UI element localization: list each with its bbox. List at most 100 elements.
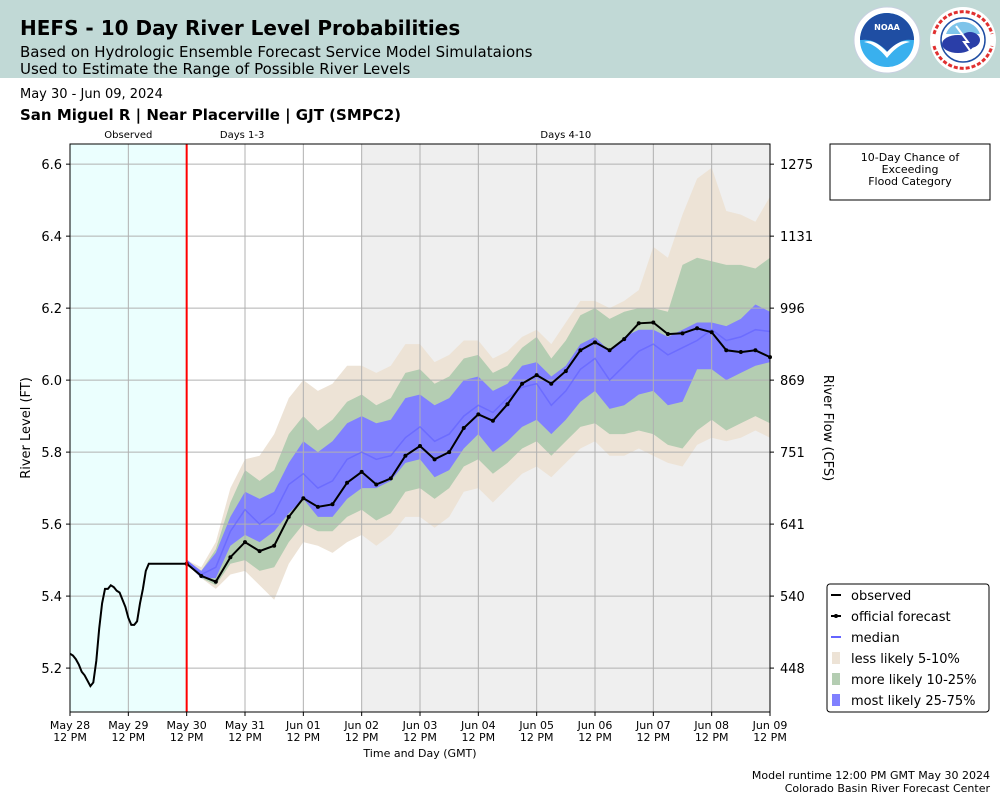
x-tick-label-date: Jun 08: [693, 719, 729, 732]
legend-swatch: [832, 652, 840, 664]
region-label-0: Observed: [104, 130, 152, 141]
y-tick-label: 6.4: [41, 230, 62, 245]
y2-axis-label: River Flow (CFS): [820, 375, 835, 481]
agency-logos: NOAA: [853, 6, 996, 74]
legend-label: median: [851, 631, 900, 646]
forecast-center: Colorado Basin River Forecast Center: [784, 782, 990, 795]
official-forecast-point: [228, 555, 233, 560]
x-axis-label: Time and Day (GMT): [362, 747, 476, 760]
page-title: HEFS - 10 Day River Level Probabilities: [20, 16, 461, 40]
official-forecast-point: [272, 543, 277, 548]
region-labels: Observed Days 1-3 Days 4-10: [104, 130, 591, 141]
x-tick-label-time: 12 PM: [112, 731, 146, 744]
region-label-1: Days 1-3: [220, 130, 264, 141]
y2-tick-label: 869: [780, 374, 805, 389]
official-forecast-point: [753, 348, 758, 353]
flood-category-box: 10-Day Chance of Exceeding Flood Categor…: [829, 143, 991, 201]
y2-tick-label: 996: [780, 302, 805, 317]
official-forecast-point: [461, 426, 466, 430]
official-forecast-point: [680, 331, 685, 336]
x-tick-label-date: May 31: [225, 719, 265, 732]
legend-marker: [834, 614, 838, 618]
model-runtime: Model runtime 12:00 PM GMT May 30 2024: [751, 769, 990, 782]
official-forecast-point: [578, 348, 583, 353]
x-tick-label-time: 12 PM: [345, 731, 379, 744]
official-forecast-point: [359, 469, 364, 474]
official-forecast-point: [490, 418, 495, 423]
legend-item-official-forecast: official forecast: [831, 610, 951, 625]
official-forecast-point: [534, 373, 539, 378]
median-line: [186, 328, 771, 576]
official-forecast-point: [651, 320, 656, 325]
x-tick-label-date: Jun 04: [460, 719, 496, 732]
official-forecast-point: [593, 340, 597, 345]
x-tick-label-date: Jun 07: [635, 719, 671, 732]
official-forecast-point: [636, 321, 641, 326]
x-tick-label-time: 12 PM: [753, 731, 787, 744]
flood-box-line-2: Exceeding: [882, 163, 939, 176]
legend-label: more likely 10-25%: [851, 673, 977, 688]
official-forecast-point: [330, 502, 335, 507]
legend-label: observed: [851, 589, 911, 604]
x-tick-label-time: 12 PM: [695, 731, 729, 744]
official-forecast-point: [622, 337, 627, 342]
official-forecast-point: [418, 443, 422, 448]
date-range: May 30 - Jun 09, 2024: [20, 87, 163, 102]
legend-item-more-likely-10-25-: more likely 10-25%: [832, 673, 977, 688]
official-forecast-point: [388, 476, 393, 481]
legend-label: less likely 5-10%: [851, 652, 960, 667]
legend-label: official forecast: [851, 610, 951, 625]
official-forecast-point: [403, 453, 408, 458]
legend-label: most likely 25-75%: [851, 694, 975, 709]
x-tick-label-date: Jun 05: [518, 719, 554, 732]
legend-item-less-likely-5-10-: less likely 5-10%: [832, 652, 960, 667]
official-forecast-point: [476, 412, 481, 417]
y2-axis-ticks: 448 540 641 751 869 996 1131 1275: [770, 158, 813, 677]
legend-item-median: median: [831, 631, 900, 646]
noaa-logo-icon: NOAA: [853, 6, 921, 74]
y-tick-label: 6.6: [41, 158, 62, 173]
official-forecast-point: [607, 348, 612, 353]
official-forecast-point: [447, 450, 452, 455]
x-tick-label-time: 12 PM: [53, 731, 87, 744]
x-tick-label-time: 12 PM: [462, 731, 496, 744]
x-tick-label-time: 12 PM: [520, 731, 554, 744]
x-tick-label-time: 12 PM: [637, 731, 671, 744]
subtitle-line-2: Used to Estimate the Range of Possible R…: [20, 60, 411, 78]
region-label-2: Days 4-10: [540, 130, 591, 141]
x-tick-label-date: Jun 02: [343, 719, 379, 732]
y-tick-label: 5.4: [41, 590, 62, 605]
x-tick-label-date: Jun 03: [402, 719, 438, 732]
x-tick-label-date: Jun 06: [577, 719, 613, 732]
official-forecast-point: [432, 457, 437, 462]
legend-item-most-likely-25-75-: most likely 25-75%: [832, 694, 975, 709]
y-axis-label: River Level (FT): [19, 377, 34, 479]
station-name: San Miguel R | Near Placerville | GJT (S…: [20, 106, 402, 124]
flood-box-line-1: 10-Day Chance of: [861, 151, 961, 164]
official-forecast-point: [738, 350, 743, 355]
x-tick-label-time: 12 PM: [287, 731, 321, 744]
y-tick-label: 5.6: [41, 518, 62, 533]
x-tick-label-date: May 30: [167, 719, 207, 732]
x-tick-label-time: 12 PM: [578, 731, 612, 744]
noaa-logo-label: NOAA: [874, 23, 900, 32]
x-tick-label-time: 12 PM: [228, 731, 262, 744]
official-forecast-point: [549, 381, 554, 386]
observed-line: [69, 562, 187, 688]
official-forecast-point: [665, 332, 670, 337]
y-tick-label: 6.0: [41, 374, 62, 389]
official-forecast-point: [213, 579, 218, 584]
nws-logo-icon: [930, 7, 996, 73]
y-tick-label: 6.2: [41, 302, 62, 317]
official-forecast-point: [563, 369, 568, 374]
x-tick-label-date: Jun 01: [285, 719, 321, 732]
official-forecast-point: [315, 504, 320, 509]
y2-tick-label: 1275: [780, 158, 813, 173]
y2-tick-label: 540: [780, 590, 805, 605]
official-forecast-point: [520, 381, 525, 386]
official-forecast-point: [286, 514, 291, 519]
y2-tick-label: 448: [780, 662, 805, 677]
y2-tick-label: 751: [780, 446, 805, 461]
